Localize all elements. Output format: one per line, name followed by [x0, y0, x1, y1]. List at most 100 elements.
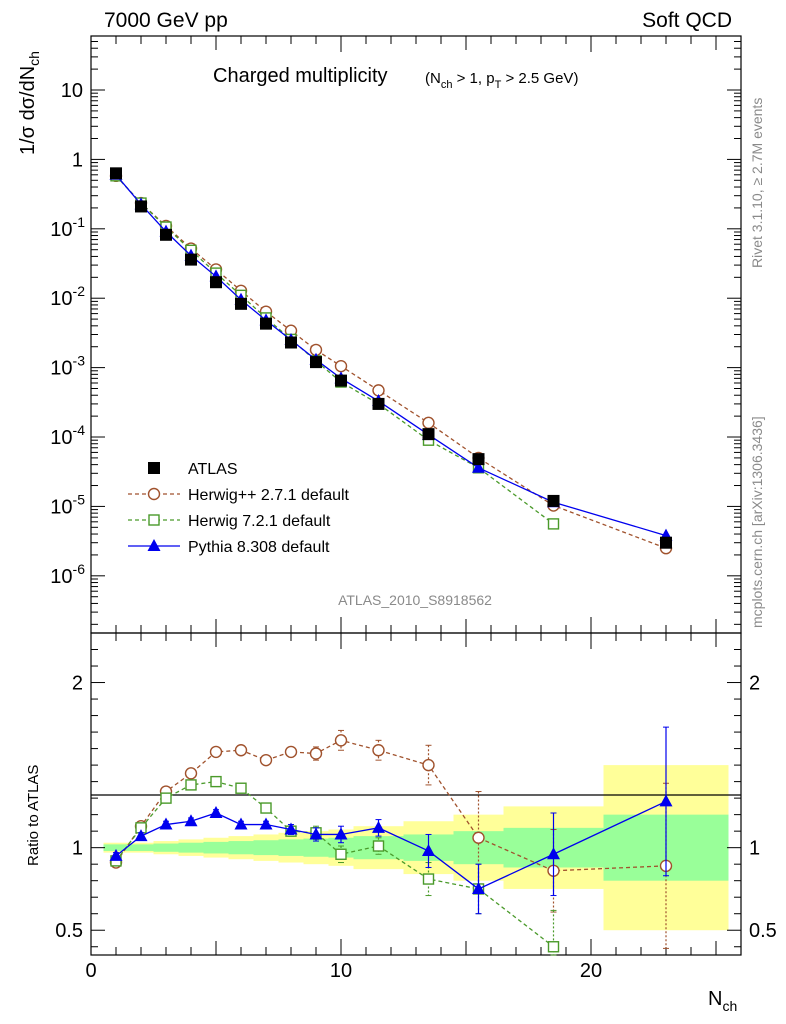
legend-entry-1: Herwig++ 2.7.1 default [128, 487, 350, 504]
legend-label: Herwig 7.2.1 default [188, 513, 331, 530]
ratio-data-point [234, 744, 248, 757]
main-data-point [472, 453, 485, 466]
ratio-y-tick-label: 2 [72, 673, 83, 695]
ratio-data-point [234, 817, 248, 830]
ratio-data-point [134, 829, 148, 842]
ratio-band-inner [253, 840, 279, 856]
ratio-y-tick-label: 0.5 [55, 920, 83, 942]
ratio-data-point [472, 831, 485, 844]
legend-label: Pythia 8.308 default [188, 539, 330, 556]
main-y-tick-label: 1 [72, 149, 83, 171]
x-tick-label: 0 [85, 960, 96, 982]
plot-title-subscript: (Nch > 1, pT > 2.5 GeV) [425, 70, 578, 91]
ratio-y-axis-label: Ratio to ATLAS [25, 765, 42, 866]
ratio-data-point [372, 820, 385, 833]
ratio-band-inner [203, 841, 229, 854]
main-data-point [260, 317, 272, 330]
ratio-y-tick-label-right: 0.5 [749, 920, 777, 942]
ratio-band-inner [228, 841, 254, 855]
main-data-point [135, 200, 147, 213]
main-data-point [160, 228, 172, 241]
ratio-data-point [335, 848, 347, 860]
legend-marker [148, 462, 160, 474]
main-y-tick-label: 10-5 [50, 491, 85, 518]
ratio-data-point [547, 847, 560, 860]
ratio-data-point [109, 848, 123, 861]
ratio-data-point [372, 840, 385, 852]
main-series-2 [110, 170, 560, 530]
ratio-data-point [209, 745, 223, 759]
analysis-watermark: ATLAS_2010_S8918562 [338, 592, 492, 608]
ratio-data-point [184, 767, 198, 780]
legend-marker [147, 539, 161, 551]
header-energy-label: 7000 GeV pp [104, 9, 228, 32]
main-data-point [422, 428, 435, 441]
main-data-point [110, 167, 122, 180]
main-data-point [547, 494, 560, 507]
ratio-band-inner [278, 839, 304, 856]
main-data-point [422, 416, 435, 430]
main-data-point [235, 297, 247, 310]
ratio-band-inner [178, 842, 204, 853]
legend-entry-3: Pythia 8.308 default [128, 539, 330, 556]
main-data-point [210, 276, 222, 289]
header-category-label: Soft QCD [642, 9, 732, 32]
legend-entry-2: Herwig 7.2.1 default [128, 513, 331, 530]
ratio-band-inner [303, 838, 329, 857]
ratio-data-point [334, 734, 348, 747]
main-y-tick-label: 10-4 [50, 422, 85, 449]
main-data-point [310, 356, 322, 369]
ratio-y-tick-label-right: 2 [749, 673, 760, 695]
main-y-tick-label: 10-3 [50, 353, 85, 380]
ratio-data-point [160, 792, 172, 804]
x-tick-label: 20 [580, 960, 602, 982]
ratio-data-point [372, 744, 385, 757]
legend: ATLAS Herwig++ 2.7.1 default Herwig 7.2.1 … [128, 461, 350, 556]
ratio-data-point [235, 782, 247, 794]
ratio-data-point [659, 794, 673, 807]
main-y-tick-label: 10 [61, 80, 83, 102]
main-data-point [372, 397, 385, 410]
main-y-tick-label: 10-2 [50, 283, 85, 310]
main-data-point [660, 536, 672, 549]
ratio-band-inner [128, 844, 154, 851]
ratio-band-inner [153, 843, 179, 852]
ratio-data-point [185, 779, 197, 791]
main-data-point [334, 359, 348, 373]
ratio-data-point [472, 881, 485, 894]
ratio-data-point [334, 827, 348, 840]
ratio-data-point [210, 775, 222, 788]
main-data-point [285, 336, 297, 349]
ratio-data-point [422, 758, 435, 772]
main-data-point [547, 518, 560, 530]
ratio-data-point [209, 805, 223, 818]
x-tick-label: 10 [330, 960, 352, 982]
legend-entry-0: ATLAS [148, 461, 238, 478]
main-series-3 [109, 167, 673, 541]
ratio-panel: 0 10 20 0.5 0.5 1 1 2 2 Ratio to ATLAS Nch [25, 632, 777, 1014]
ratio-data-point [284, 822, 298, 835]
ratio-band-inner [103, 844, 129, 851]
ratio-y-tick-label: 1 [72, 838, 83, 860]
main-series-line [115, 174, 667, 537]
ratio-data-point [309, 747, 323, 760]
mcplots-reference-label: mcplots.cern.ch [arXiv:1306.3436] [749, 416, 765, 628]
ratio-data-point [260, 802, 272, 814]
legend-marker [148, 514, 160, 526]
ratio-y-tick-label-right: 1 [749, 838, 760, 860]
ratio-data-point [184, 814, 198, 827]
ratio-series-2 [109, 726, 673, 915]
main-series-0 [110, 167, 672, 549]
ratio-data-point [259, 753, 273, 767]
main-y-tick-label: 10-6 [50, 561, 85, 588]
main-data-point [472, 460, 485, 473]
legend-label: Herwig++ 2.7.1 default [188, 487, 350, 504]
x-axis-label: Nch [708, 988, 737, 1014]
main-data-point [185, 253, 197, 266]
rivet-version-label: Rivet 3.1.10, ≥ 2.7M events [749, 98, 765, 268]
plot-title: Charged multiplicity [213, 65, 388, 87]
ratio-data-point [159, 817, 173, 830]
ratio-data-point [309, 827, 323, 840]
ratio-data-point [422, 873, 435, 885]
